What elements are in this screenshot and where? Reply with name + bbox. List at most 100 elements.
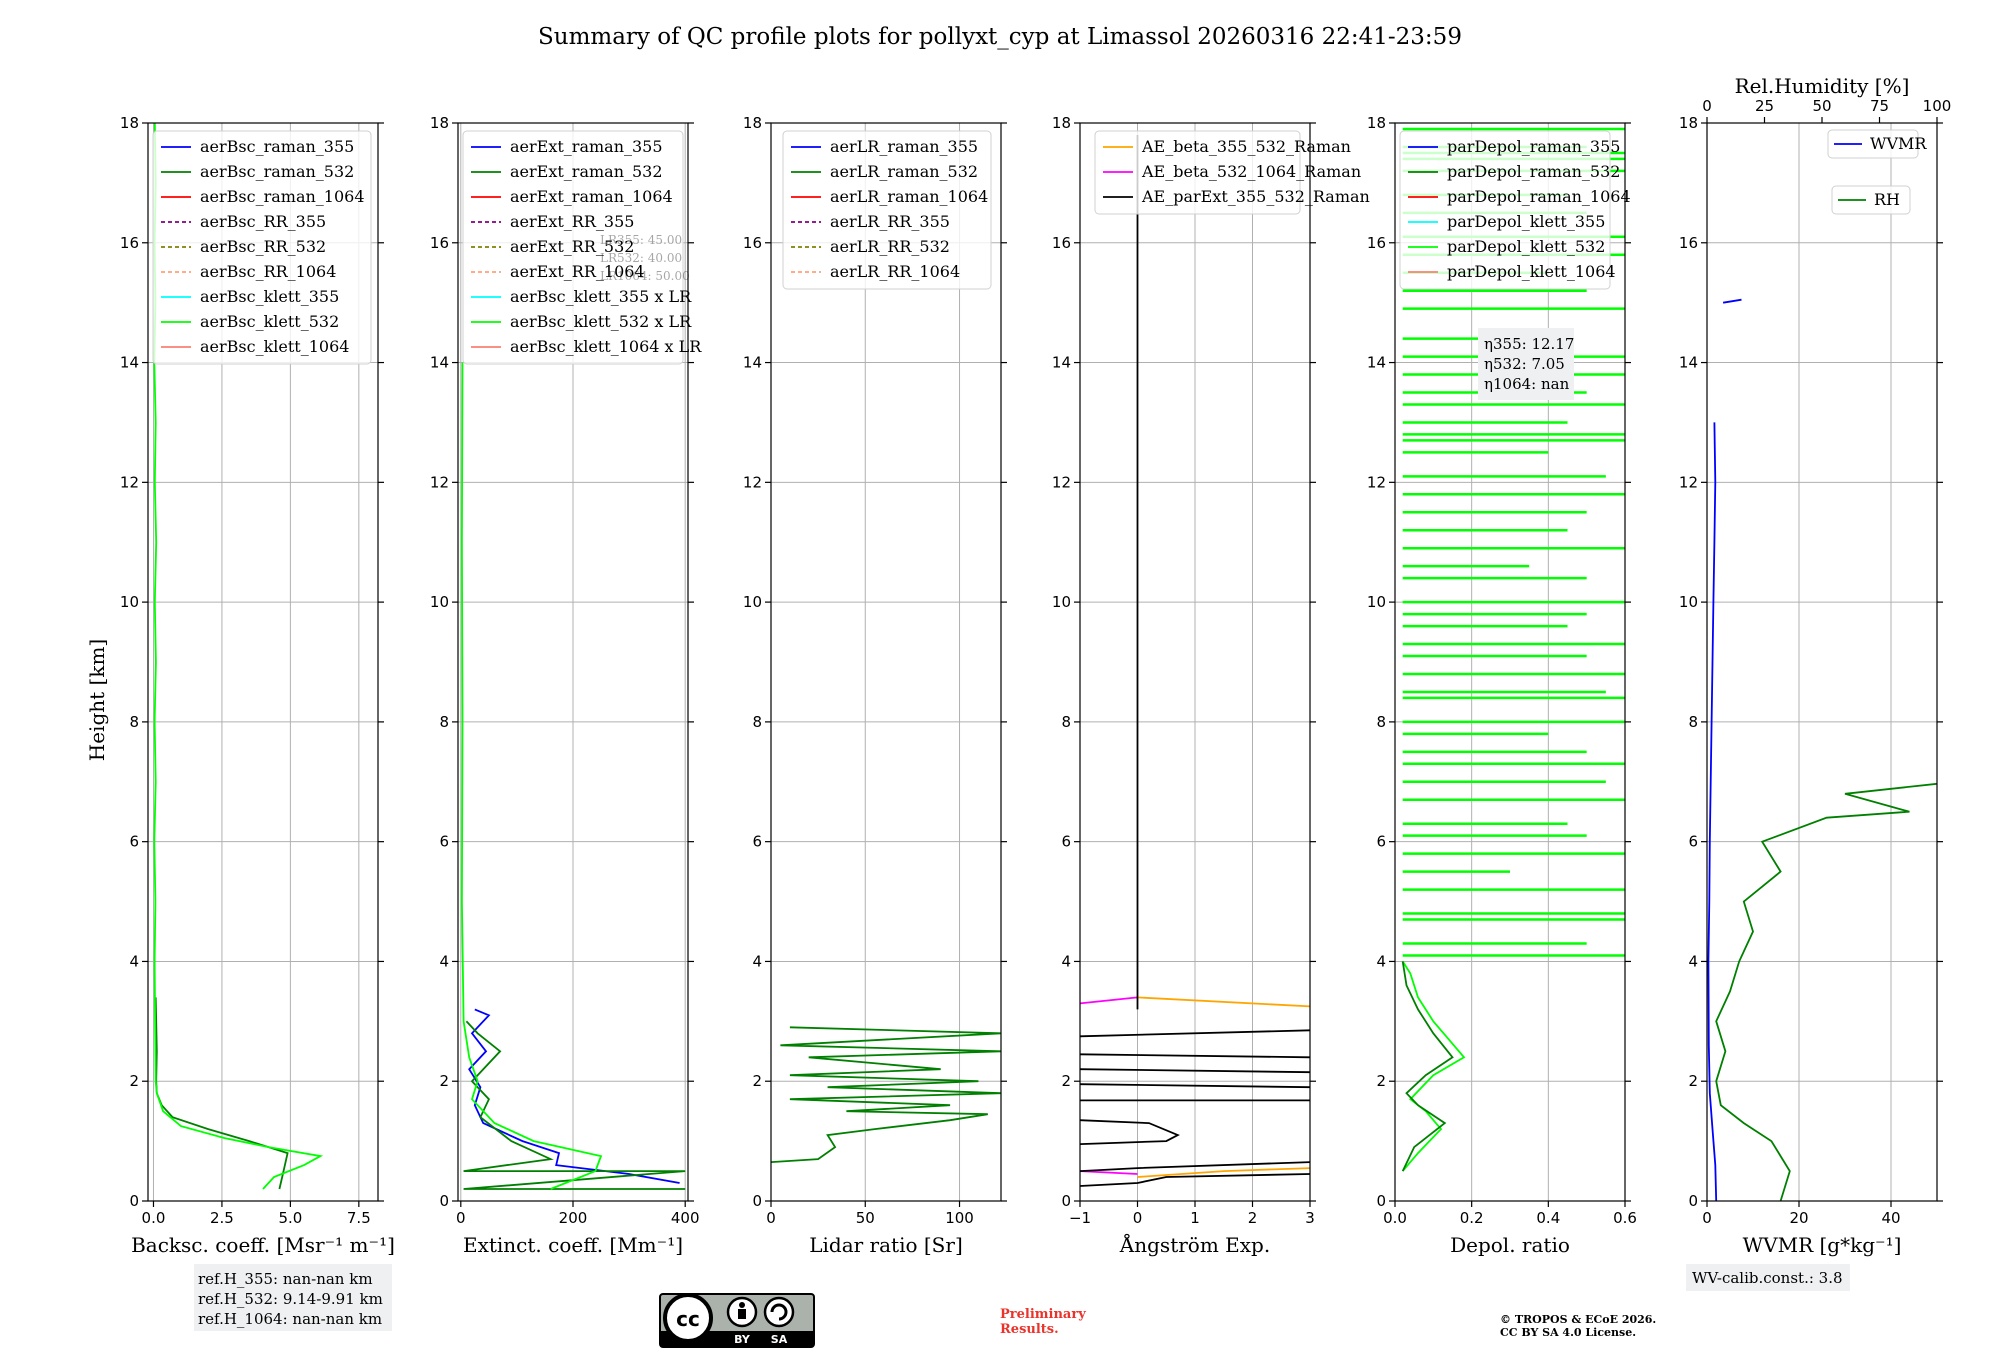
legend-label: aerBsc_raman_355 <box>200 137 354 156</box>
y-tick-label: 14 <box>120 354 139 372</box>
series-AE_parExt_355_532_Raman_g <box>1080 1119 1180 1145</box>
x-axis-label: Extinct. coeff. [Mm⁻¹] <box>463 1233 683 1257</box>
plot-area <box>771 123 1001 1201</box>
legend-label: aerLR_raman_1064 <box>830 187 988 206</box>
legend-label: parDepol_raman_355 <box>1447 137 1620 156</box>
x-tick-label: 1 <box>1190 1209 1200 1227</box>
y-tick-label: 4 <box>1688 952 1698 970</box>
axes-frame <box>1394 122 1626 1202</box>
eta-background <box>1478 328 1574 400</box>
legend: parDepol_raman_355 parDepol_raman_532 parD… <box>1399 130 1631 290</box>
series-AE_parExt_355_532_Raman_c <box>1080 1053 1310 1059</box>
legend: aerLR_raman_355 aerLR_raman_532 aerLR_rama… <box>782 130 992 290</box>
y-tick-label: 8 <box>439 713 449 731</box>
axes-frame <box>770 122 1002 1202</box>
y-tick-label: 18 <box>1367 114 1386 132</box>
ref-height-355: ref.H_355: nan-nan km <box>198 1270 373 1288</box>
series-parDepol_raman_532 <box>1401 961 1454 1172</box>
series-WVMR <box>1707 422 1718 1201</box>
y-tick-label: 14 <box>743 354 762 372</box>
y-tick-label: 4 <box>1061 952 1071 970</box>
sa-icon-arrow <box>770 1303 788 1321</box>
x-tick-label: 2.5 <box>210 1209 234 1227</box>
lr-info-1064: LR1064: 50.00 <box>600 269 690 283</box>
y-tick-label: 10 <box>1679 593 1698 611</box>
y-tick-label: 16 <box>430 234 449 252</box>
y-tick-label: 18 <box>1052 114 1071 132</box>
x-tick-label: 5.0 <box>278 1209 302 1227</box>
y-tick-label: 6 <box>1376 833 1386 851</box>
x-axis-label: Lidar ratio [Sr] <box>809 1233 963 1257</box>
legend-rh: RH <box>1831 185 1911 215</box>
legend-label: aerBsc_RR_532 <box>200 237 326 256</box>
series-AE_parExt_355_532_Raman_i <box>1080 1173 1310 1187</box>
legend-frame <box>1827 129 1919 159</box>
y-tick-label: 8 <box>1061 713 1071 731</box>
y-tick-label: 6 <box>1061 833 1071 851</box>
series-aerBsc_raman_532 <box>154 997 289 1190</box>
legend: aerBsc_raman_355 aerBsc_raman_532 aerBsc_r… <box>152 130 372 365</box>
top-x-tick-label: 25 <box>1755 97 1774 115</box>
data-layer <box>153 123 324 1190</box>
y-tick-label: 8 <box>752 713 762 731</box>
legend-label: aerBsc_raman_1064 <box>200 187 365 206</box>
legend-label: parDepol_raman_1064 <box>1447 187 1631 206</box>
eta-box: η355: 12.17 η532: 7.05 η1064: nan <box>1478 328 1574 400</box>
wv-calib-box: WV-calib.const.: 3.8 <box>1686 1264 1850 1291</box>
y-tick-label: 16 <box>1052 234 1071 252</box>
y-tick-label: 16 <box>1367 234 1386 252</box>
figure-title: Summary of QC profile plots for pollyxt_… <box>538 24 1462 50</box>
top-x-tick-label: 100 <box>1923 97 1952 115</box>
y-tick-label: 2 <box>1376 1072 1386 1090</box>
y-tick-label: 8 <box>1688 713 1698 731</box>
y-tick-label: 4 <box>752 952 762 970</box>
y-tick-label: 0 <box>1376 1192 1386 1210</box>
y-tick-label: 12 <box>1679 473 1698 491</box>
legend-label: aerExt_raman_355 <box>510 137 663 156</box>
y-tick-label: 12 <box>1367 473 1386 491</box>
y-tick-label: 16 <box>1679 234 1698 252</box>
y-tick-label: 10 <box>1367 593 1386 611</box>
legend-wvmr: WVMR <box>1827 129 1927 159</box>
y-tick-label: 4 <box>439 952 449 970</box>
panel-bsc: 0 2 4 6 8 10 12 14 16 18 0.0 2.5 5.0 7.5 Backsc. coeff… <box>120 114 395 1257</box>
series-AE_parExt_355_532_Raman_b <box>1080 1029 1310 1038</box>
series-WVMR_1 <box>1722 298 1742 304</box>
y-tick-label: 14 <box>1052 354 1071 372</box>
y-tick-label: 18 <box>1679 114 1698 132</box>
y-tick-label: 14 <box>430 354 449 372</box>
y-tick-label: 18 <box>430 114 449 132</box>
series-AE_beta_532_1064_Raman_low <box>1080 1170 1138 1175</box>
x-axis-label: Ångström Exp. <box>1119 1232 1270 1257</box>
top-x-tick-label: 50 <box>1812 97 1831 115</box>
y-tick-label: 6 <box>752 833 762 851</box>
legend-label: aerBsc_klett_532 <box>200 312 339 331</box>
series-AE_parExt_355_532_Raman_d <box>1080 1068 1310 1074</box>
legend-label: aerBsc_klett_355 x LR <box>510 287 692 306</box>
y-tick-label: 0 <box>1061 1192 1071 1210</box>
lr-info-355: LR355: 45.00 <box>600 233 682 247</box>
x-tick-label: 2 <box>1248 1209 1258 1227</box>
ref-height-532: ref.H_532: 9.14-9.91 km <box>198 1290 383 1308</box>
panel-lr: 0 2 4 6 8 10 12 14 16 18 0 50 100 Lidar ratio [Sr] aer… <box>743 114 1007 1257</box>
cc-license-logo: cc BY SA <box>659 1293 815 1348</box>
legend-label: aerLR_RR_532 <box>830 237 950 256</box>
plot-area <box>1707 123 1937 1201</box>
cc-icon-glyph: cc <box>676 1307 700 1331</box>
legend-label: parDepol_klett_355 <box>1447 212 1605 231</box>
ref-height-1064: ref.H_1064: nan-nan km <box>198 1310 382 1328</box>
x-tick-label: 3 <box>1305 1209 1315 1227</box>
x-tick-label: 0.0 <box>1383 1209 1407 1227</box>
series-aerBsc_klett_532 x LR <box>460 362 603 1190</box>
lr-info-532: LR532: 40.00 <box>600 251 682 265</box>
y-tick-label: 4 <box>129 952 139 970</box>
y-tick-label: 16 <box>120 234 139 252</box>
legend-frame <box>1399 130 1611 290</box>
legend-frame <box>462 130 684 365</box>
panel-depol: 0 2 4 6 8 10 12 14 16 18 0.0 0.2 0.4 0.6 Depol. ratio p… <box>1367 114 1637 1257</box>
x-tick-label: 200 <box>559 1209 588 1227</box>
legend-label: aerLR_RR_1064 <box>830 262 960 281</box>
